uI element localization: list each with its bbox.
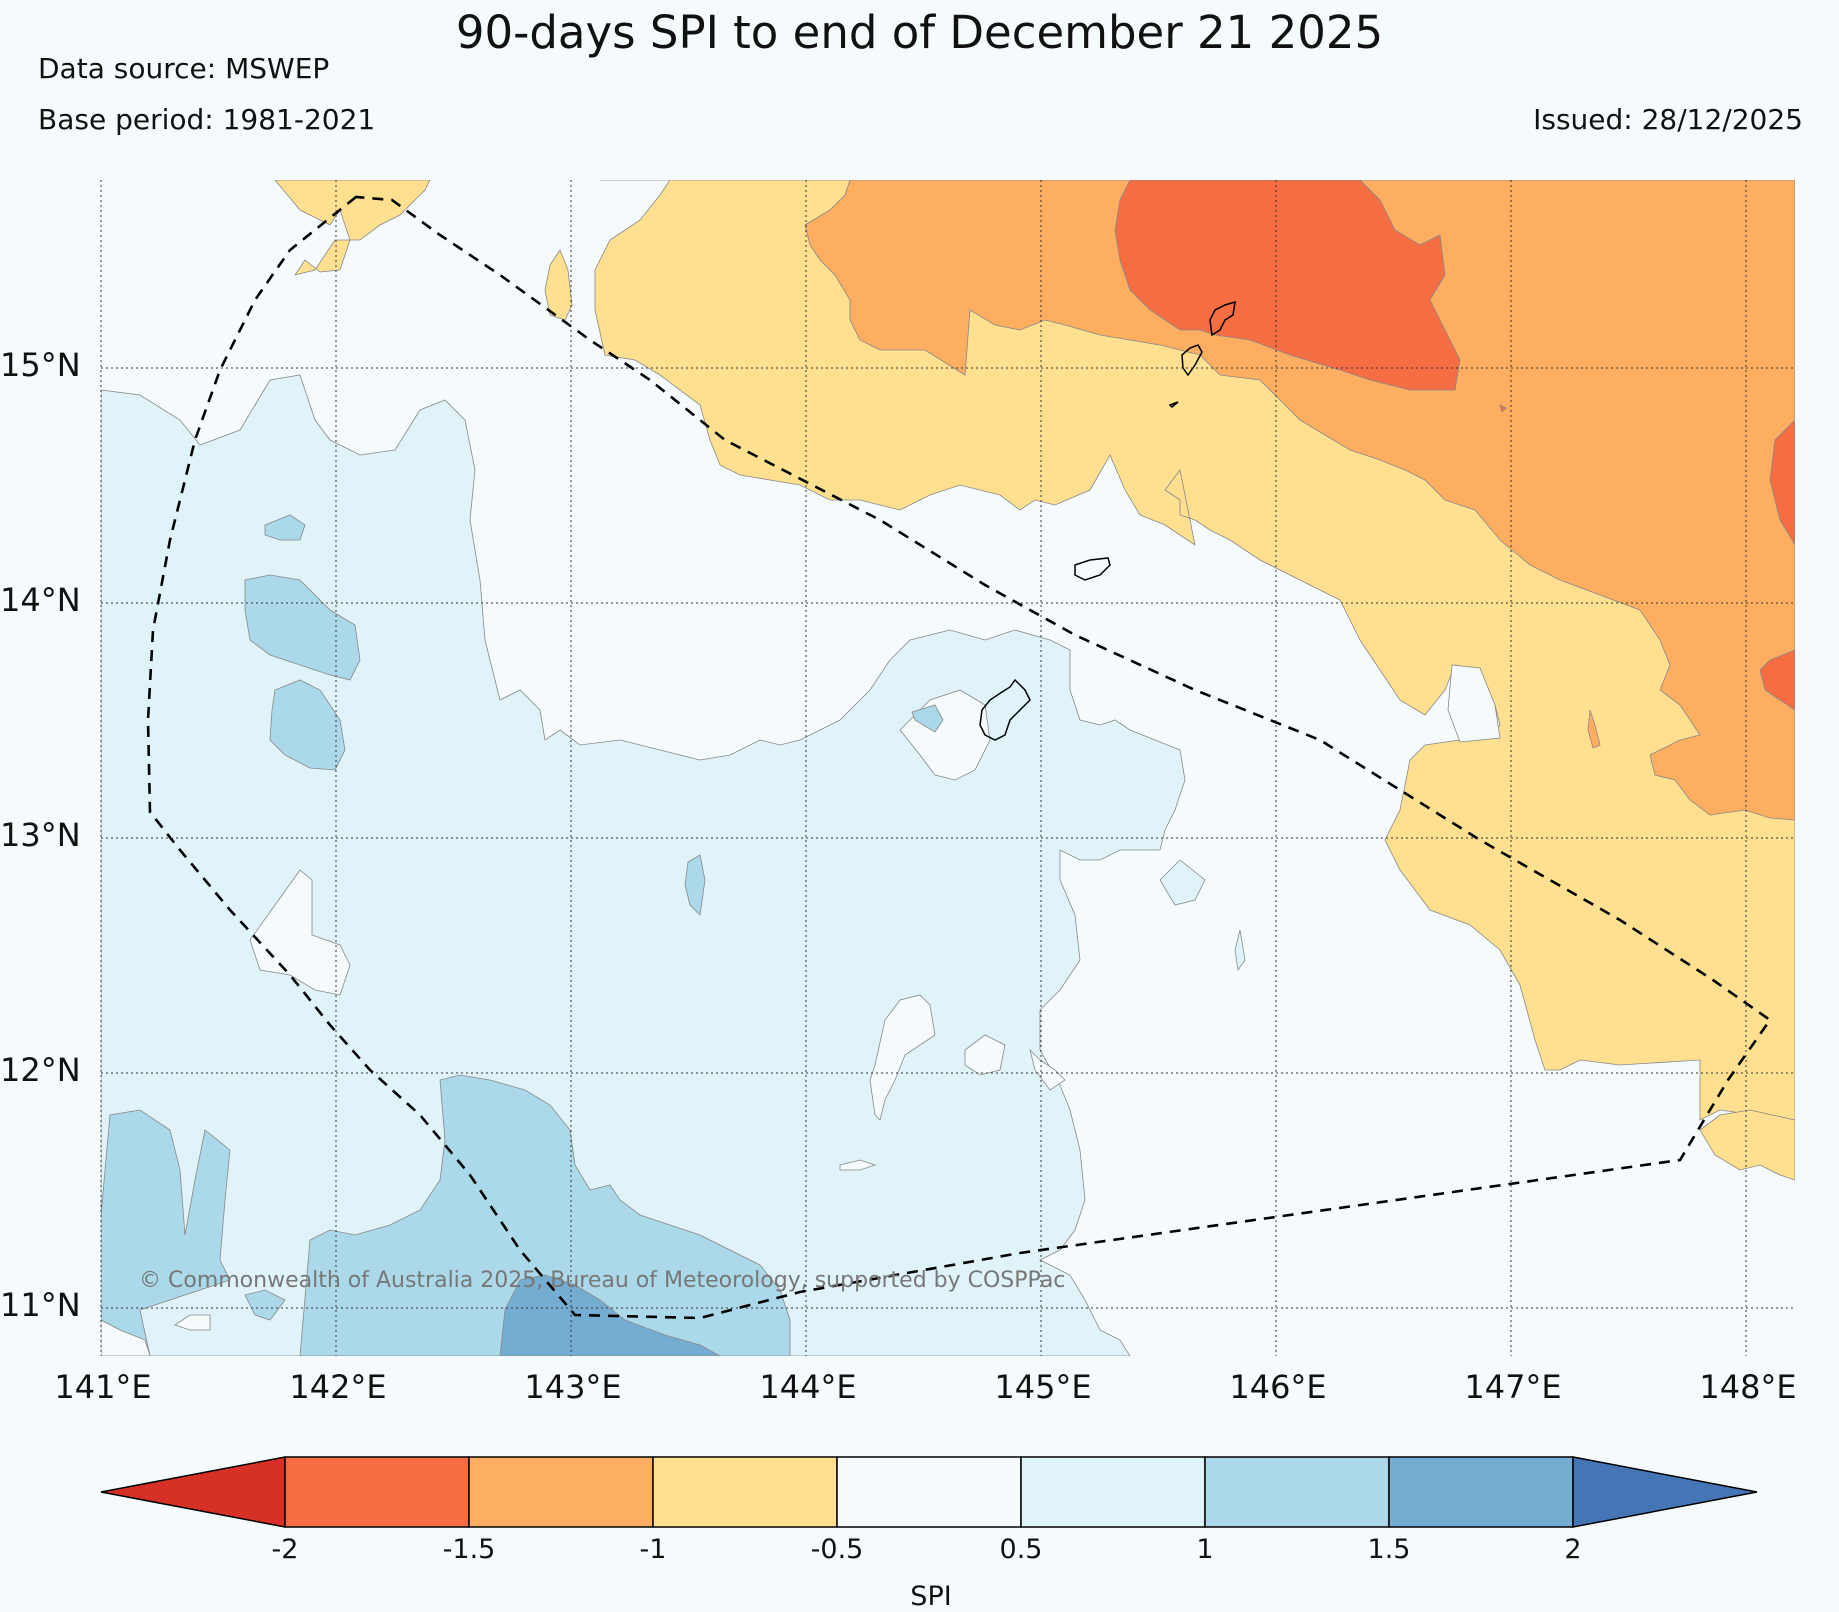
lat-label: 12°N (0, 1051, 81, 1089)
eez-boundary-line (146, 195, 1772, 1320)
spi-colorbar (100, 1456, 1758, 1528)
coastlines (979, 300, 1236, 741)
data-source-label: Data source: MSWEP (38, 52, 330, 85)
base-period-label: Base period: 1981-2021 (38, 103, 376, 136)
spi-contours (101, 180, 1795, 1356)
colorbar-bin (1020, 1456, 1206, 1528)
lon-label: 146°E (1229, 1368, 1327, 1406)
colorbar-tick: 1 (1196, 1534, 1214, 1565)
wet-region-west (101, 374, 1186, 1356)
lon-label: 148°E (1699, 1368, 1797, 1406)
lon-label: 144°E (759, 1368, 857, 1406)
colorbar-tick: -2 (271, 1534, 299, 1565)
lon-label: 143°E (524, 1368, 622, 1406)
lon-label: 142°E (289, 1368, 387, 1406)
colorbar-bin (836, 1456, 1022, 1528)
moderate-wet-south (299, 1074, 791, 1356)
colorbar-tick: -0.5 (810, 1534, 864, 1565)
colorbar-extend-low (100, 1456, 286, 1528)
map-title: 90-days SPI to end of December 21 2025 (455, 6, 1384, 59)
colorbar-tick: 1.5 (1367, 1534, 1411, 1565)
lon-label: 145°E (994, 1368, 1092, 1406)
colorbar-bin (1204, 1456, 1390, 1528)
lon-label: 141°E (54, 1368, 152, 1406)
issued-date-label: Issued: 28/12/2025 (1533, 103, 1803, 136)
colorbar-tick: -1 (639, 1534, 667, 1565)
colorbar-tick: 0.5 (999, 1534, 1043, 1565)
colorbar-bin (652, 1456, 838, 1528)
colorbar-bin (1388, 1456, 1574, 1528)
lat-label: 15°N (0, 346, 81, 384)
lat-label: 11°N (0, 1286, 81, 1324)
moderate-dry-region (804, 180, 1795, 821)
colorbar-extend-high (1572, 1456, 1758, 1528)
severe-dry-region (1114, 180, 1461, 391)
lat-label: 13°N (0, 816, 81, 854)
copyright-credit: © Commonwealth of Australia 2025, Bureau… (139, 1268, 1066, 1293)
colorbar-title: SPI (910, 1581, 952, 1612)
colorbar-bin (468, 1456, 654, 1528)
colorbar-bin (284, 1456, 470, 1528)
moderate-wet-blob (264, 514, 306, 541)
island-guam (979, 678, 1031, 741)
colorbar-tick: 2 (1564, 1534, 1582, 1565)
lon-label: 147°E (1464, 1368, 1562, 1406)
graticule (100, 180, 1795, 1356)
lat-label: 14°N (0, 581, 81, 619)
colorbar-tick: -1.5 (442, 1534, 496, 1565)
